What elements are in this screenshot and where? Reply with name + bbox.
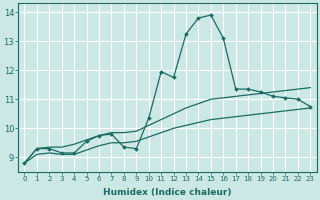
- X-axis label: Humidex (Indice chaleur): Humidex (Indice chaleur): [103, 188, 232, 197]
